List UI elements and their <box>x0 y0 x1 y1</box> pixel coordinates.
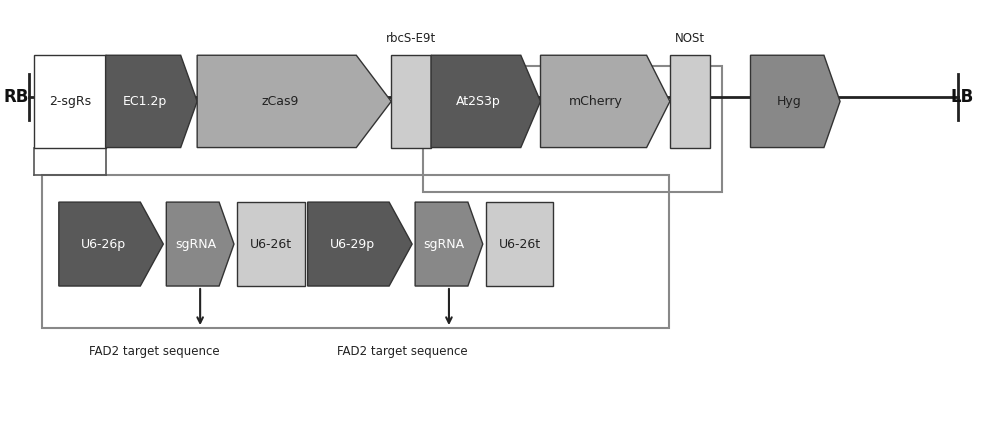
Bar <box>237 202 305 286</box>
Text: rbcS-E9t: rbcS-E9t <box>386 32 436 45</box>
Polygon shape <box>308 202 412 286</box>
Text: At2S3p: At2S3p <box>456 95 500 108</box>
Polygon shape <box>106 55 197 147</box>
Text: Hyg: Hyg <box>777 95 801 108</box>
Text: 2-sgRs: 2-sgRs <box>49 95 91 108</box>
Polygon shape <box>750 55 840 147</box>
Polygon shape <box>431 55 541 147</box>
Text: FAD2 target sequence: FAD2 target sequence <box>89 344 219 357</box>
Text: mCherry: mCherry <box>569 95 623 108</box>
Bar <box>391 55 431 147</box>
Text: U6-26t: U6-26t <box>499 237 541 250</box>
Text: EC1.2p: EC1.2p <box>123 95 167 108</box>
Text: LB: LB <box>951 88 974 106</box>
Text: U6-26t: U6-26t <box>250 237 292 250</box>
Polygon shape <box>59 202 163 286</box>
Text: NOSt: NOSt <box>675 32 705 45</box>
Text: sgRNA: sgRNA <box>424 237 465 250</box>
Text: RB: RB <box>3 88 29 106</box>
Bar <box>423 66 722 192</box>
Bar <box>670 55 710 147</box>
Bar <box>42 175 669 328</box>
Bar <box>486 202 553 286</box>
Polygon shape <box>541 55 670 147</box>
Text: sgRNA: sgRNA <box>175 237 216 250</box>
Bar <box>34 55 106 147</box>
Text: U6-29p: U6-29p <box>330 237 375 250</box>
Polygon shape <box>166 202 234 286</box>
Polygon shape <box>415 202 483 286</box>
Text: FAD2 target sequence: FAD2 target sequence <box>337 344 468 357</box>
Polygon shape <box>197 55 391 147</box>
Text: zCas9: zCas9 <box>262 95 299 108</box>
Text: U6-26p: U6-26p <box>81 237 126 250</box>
